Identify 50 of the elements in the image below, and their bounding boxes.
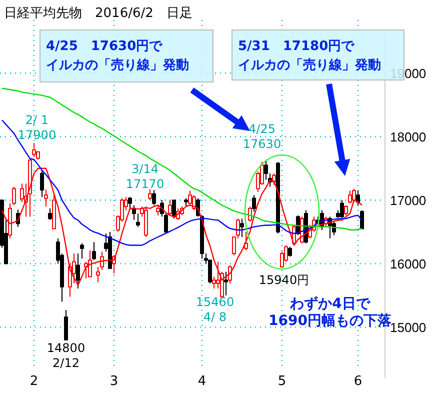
- annotation: 14800 2/12: [46, 341, 86, 370]
- x-tick-label: 3: [110, 374, 118, 389]
- candlestick: [32, 142, 36, 158]
- candlestick: [156, 204, 160, 216]
- annotation: 15460 4/ 8: [196, 295, 234, 324]
- y-tick-label: 16000: [390, 256, 426, 272]
- candlestick: [288, 246, 292, 258]
- candlestick: [128, 196, 132, 211]
- candlestick: [80, 242, 84, 260]
- candlestick: [64, 310, 68, 340]
- candlestick: [168, 200, 172, 216]
- y-tick-label: 17000: [390, 193, 426, 208]
- candlestick: [84, 261, 88, 279]
- annotation: 5/31 17180円で: [238, 39, 356, 54]
- candlestick: [344, 204, 348, 216]
- annotation: 2/ 1 17900: [18, 113, 56, 142]
- y-tick-label: 15000: [390, 320, 426, 336]
- annotation: イルカの「売り線」発動: [46, 58, 189, 73]
- candlestick: [356, 190, 360, 206]
- candlestick: [44, 188, 48, 207]
- annotation: 3/14 17170: [126, 162, 164, 191]
- annotation: 4/25 17630: [242, 122, 282, 151]
- candlestick: [88, 250, 92, 278]
- annotation: わずか4日で 1690円幅もの下落: [268, 296, 392, 329]
- candlestick: [48, 208, 52, 221]
- annotation: 15940円: [258, 273, 310, 287]
- candlestick: [352, 188, 356, 203]
- candlestick: [348, 190, 352, 204]
- candlestick: [192, 194, 196, 211]
- x-tick-label: 6: [354, 374, 362, 389]
- x-tick-label: 4: [198, 374, 206, 389]
- candlestick: [212, 276, 216, 289]
- y-tick-label: 18000: [390, 130, 426, 145]
- candlestick: [224, 271, 228, 296]
- chart-title: 日経平均先物 2016/6/2 日足: [4, 6, 192, 21]
- candlestick: [152, 189, 156, 206]
- candlestick: [360, 210, 364, 230]
- candlestick: [136, 212, 140, 228]
- candlestick: [40, 170, 44, 198]
- x-tick-label: 5: [278, 374, 286, 389]
- candlestick: [252, 194, 256, 212]
- annotation: 4/25 17630円で: [46, 39, 164, 54]
- x-tick-label: 2: [30, 374, 38, 389]
- candlestick: [240, 218, 244, 238]
- candlestick: [92, 242, 96, 261]
- candlestick: [340, 200, 344, 218]
- candlestick: [76, 253, 80, 289]
- annotation: イルカの「売り線」発動: [238, 58, 381, 73]
- candlestick: [172, 200, 176, 220]
- candlestick: [148, 188, 152, 201]
